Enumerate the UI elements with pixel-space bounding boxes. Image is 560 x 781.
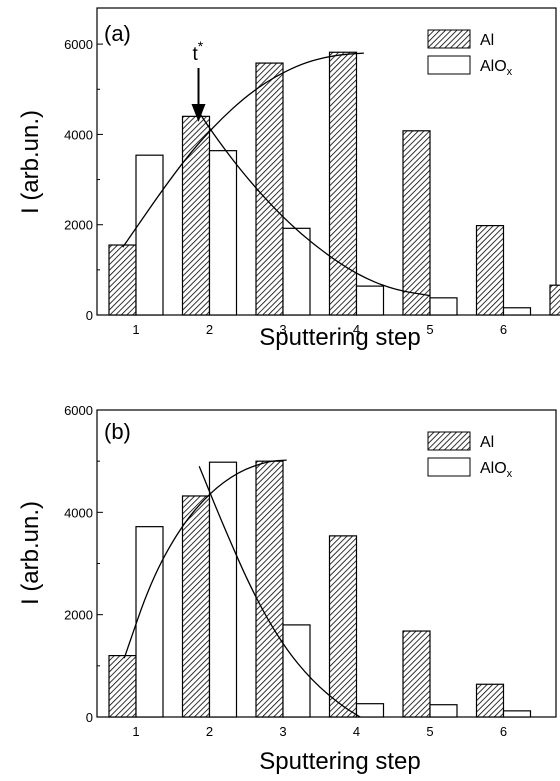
bar-al — [108, 244, 137, 316]
y-tick-label: 4000 — [64, 505, 93, 520]
legend-swatch-al — [427, 431, 471, 451]
y-axis-label: I (arb.un.) — [17, 110, 44, 214]
legend-label-alox: AlOx — [480, 460, 513, 480]
x-tick-label: 5 — [426, 724, 433, 739]
x-tick-label: 6 — [500, 724, 507, 739]
fit-curve — [122, 52, 364, 248]
bar-al — [475, 683, 505, 718]
panel-a: I (arb.un.) Sputtering step (a) 0 2000 400… — [17, 7, 560, 351]
legend-subscript: x — [507, 66, 513, 78]
bar-alox — [429, 297, 458, 316]
bar-alox — [135, 526, 164, 718]
bar-al — [328, 535, 358, 718]
x-tick-label: 2 — [206, 322, 213, 337]
x-tick-label: 5 — [426, 322, 433, 337]
bar-al — [108, 654, 137, 718]
x-tick-label: 1 — [132, 724, 139, 739]
annotation-arrow-head — [191, 104, 206, 122]
bar-al — [402, 630, 431, 718]
y-tick-label: 6000 — [64, 403, 93, 418]
y-tick-label: 0 — [86, 710, 93, 725]
bar-al — [181, 495, 211, 718]
annotation-t-star: t* — [193, 38, 204, 65]
bar-alox — [502, 307, 532, 316]
x-tick-label: 3 — [279, 322, 286, 337]
bar-al — [402, 130, 431, 316]
plot-frame — [96, 409, 557, 718]
y-tick-label: 2000 — [64, 218, 93, 233]
annotation-sup: * — [198, 38, 204, 54]
fit-curve — [195, 107, 431, 297]
panel-label: (b) — [104, 419, 131, 444]
panel-label: (a) — [104, 21, 131, 46]
x-axis-label: Sputtering step — [259, 748, 420, 775]
x-axis-label: Sputtering step — [259, 324, 420, 351]
y-axis-label: I (arb.un.) — [17, 501, 44, 605]
legend-swatch-alox — [427, 55, 471, 75]
legend-label-al: Al — [480, 32, 494, 49]
bar-alox — [355, 285, 385, 316]
plot-frame — [96, 7, 557, 316]
y-tick-label: 6000 — [64, 37, 93, 52]
bar-alox — [282, 624, 311, 718]
bar-al — [255, 62, 284, 316]
y-tick-label: 4000 — [64, 127, 93, 142]
y-tick-label: 2000 — [64, 608, 93, 623]
x-tick-label: 1 — [132, 322, 139, 337]
legend-swatch-alox — [427, 457, 471, 477]
x-tick-label: 4 — [353, 724, 360, 739]
fit-curve — [198, 466, 361, 718]
y-tick-label: 0 — [86, 308, 93, 323]
fit-curve — [123, 459, 287, 659]
bar-alox — [208, 461, 238, 718]
bar-al — [255, 460, 284, 718]
bar-alox — [282, 227, 311, 316]
bar-alox — [135, 154, 164, 316]
legend-subscript: x — [507, 468, 513, 480]
bar-al — [549, 284, 560, 316]
bar-al — [475, 225, 505, 316]
legend-label-alox: AlOx — [480, 58, 513, 78]
x-tick-label: 3 — [279, 724, 286, 739]
bar-alox — [502, 710, 532, 718]
panel-b: I (arb.un.) Sputtering step (b) 0 2000 400… — [17, 403, 557, 775]
bar-al — [328, 51, 358, 316]
x-tick-label: 2 — [206, 724, 213, 739]
x-tick-label: 6 — [500, 322, 507, 337]
bar-alox — [208, 150, 238, 316]
legend-swatch-al — [427, 29, 471, 49]
x-tick-label: 4 — [353, 322, 360, 337]
bar-alox — [355, 703, 385, 718]
legend-label-al: Al — [480, 434, 494, 451]
bar-al — [181, 115, 211, 316]
bar-alox — [429, 704, 458, 718]
